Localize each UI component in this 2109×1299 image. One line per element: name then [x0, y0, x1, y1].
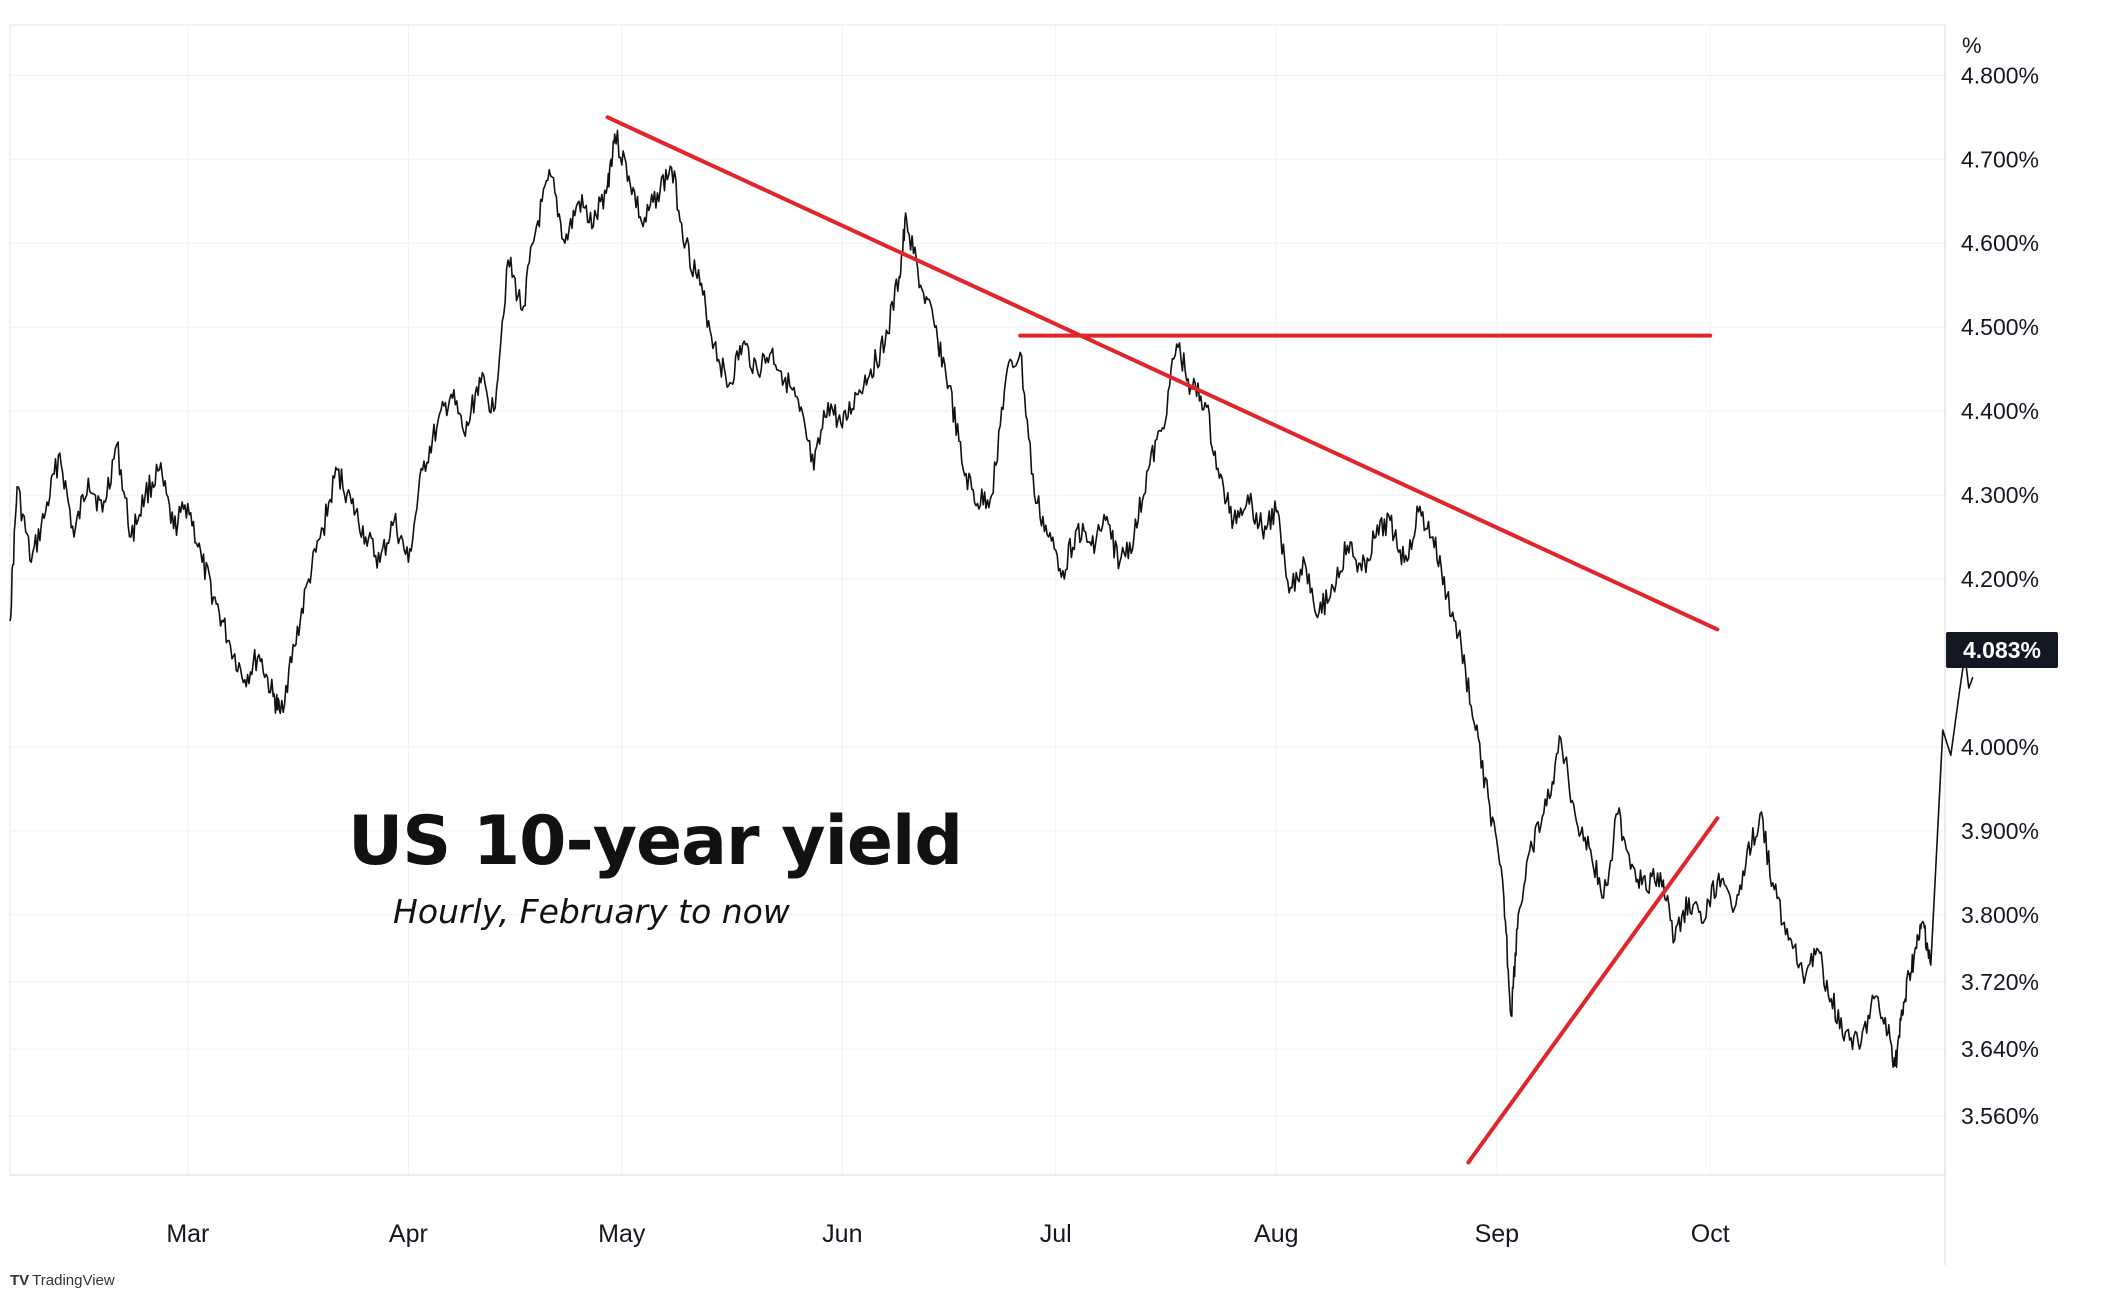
y-tick-label: 4.000% — [1961, 734, 2039, 760]
price-axis-unit: % — [1962, 33, 1982, 58]
y-tick-label: 4.300% — [1961, 482, 2039, 508]
chart-subtitle: Hourly, February to now — [393, 892, 790, 931]
price-series — [9, 129, 1974, 1068]
trend-line — [1466, 816, 1720, 1165]
tradingview-watermark: TV TradingView — [10, 1272, 115, 1289]
y-tick-label: 3.640% — [1961, 1036, 2039, 1062]
y-tick-label: 4.400% — [1961, 398, 2039, 424]
yield-line — [9, 129, 1974, 1068]
last-value-badge — [1946, 632, 2058, 668]
time-axis: Mar Apr May Jun Jul Aug Sep Oct — [166, 1220, 1729, 1248]
x-tick-label: Oct — [1691, 1220, 1730, 1248]
x-tick-label: Aug — [1254, 1220, 1298, 1248]
x-tick-label: Jul — [1040, 1220, 1072, 1248]
y-tick-label: 4.800% — [1961, 62, 2039, 88]
x-tick-label: Mar — [166, 1220, 209, 1248]
y-tick-label: 3.720% — [1961, 969, 2039, 995]
x-tick-label: Jun — [822, 1220, 862, 1248]
trend-line — [605, 115, 1720, 632]
price-axis: 4.800% 4.700% 4.600% 4.500% 4.400% 4.300% 4.20… — [1961, 62, 2039, 1129]
chart-title: US 10-year yield — [348, 802, 963, 881]
x-tick-label: May — [598, 1220, 646, 1248]
y-tick-label: 3.560% — [1961, 1103, 2039, 1129]
y-tick-label: 4.500% — [1961, 314, 2039, 340]
y-tick-label: 3.800% — [1961, 902, 2039, 928]
x-tick-label: Sep — [1475, 1220, 1519, 1248]
tradingview-logo-icon: TV — [10, 1272, 30, 1289]
x-tick-label: Apr — [389, 1220, 428, 1248]
y-tick-label: 4.600% — [1961, 230, 2039, 256]
trendlines — [605, 115, 1720, 1165]
y-tick-label: 4.700% — [1961, 146, 2039, 172]
y-tick-label: 4.200% — [1961, 566, 2039, 592]
last-value-label: 4.083% — [1963, 637, 2041, 663]
y-tick-label: 3.900% — [1961, 818, 2039, 844]
